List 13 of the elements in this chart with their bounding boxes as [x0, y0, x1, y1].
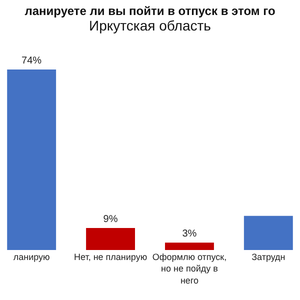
bar — [7, 70, 56, 250]
data-label: 3% — [182, 228, 197, 240]
x-tick-label: ланирую — [13, 252, 50, 262]
data-label: 9% — [103, 214, 118, 226]
bar — [244, 216, 293, 250]
x-tick-label: Затрудн — [252, 252, 286, 262]
chart-subtitle: Иркутская область — [89, 18, 211, 34]
x-tick-label: Нет, не планирую — [74, 252, 148, 262]
bar — [165, 242, 214, 250]
bar — [86, 228, 135, 250]
x-tick-label: Оформлю отпуск, но не пойду в него — [152, 252, 227, 286]
data-label: 74% — [22, 56, 42, 66]
chart-title: ланируете ли вы пойти в отпуск в этом го — [24, 4, 276, 18]
